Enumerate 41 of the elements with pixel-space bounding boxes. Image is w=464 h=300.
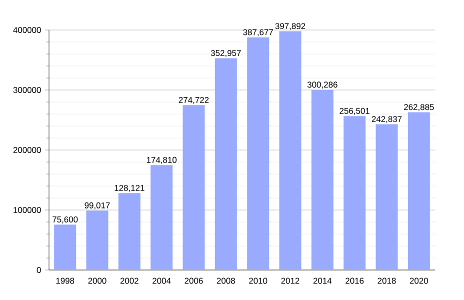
x-tick-label: 1998	[56, 278, 74, 284]
x-tick-label: 2002	[120, 278, 138, 284]
y-tick-label: 0	[36, 267, 41, 273]
bar	[182, 105, 205, 270]
x-tick-label: 2020	[410, 278, 428, 284]
bar	[54, 224, 76, 270]
y-tick-label: 100000	[14, 207, 41, 213]
bar	[86, 210, 108, 270]
data-label: 397,892	[275, 23, 306, 30]
y-tick-label: 200000	[13, 147, 41, 153]
data-label: 75,600	[52, 216, 78, 224]
bar	[214, 58, 237, 270]
data-label: 352,957	[210, 50, 241, 58]
y-tick-label: 400000	[13, 27, 41, 33]
bar	[118, 193, 140, 270]
bar	[344, 116, 366, 270]
x-tick-label: 2012	[281, 278, 300, 284]
x-tick-label: 2004	[152, 278, 171, 284]
bar	[408, 112, 430, 270]
y-tick-label: 300000	[13, 87, 41, 93]
bar	[247, 37, 270, 270]
data-label: 300,286	[307, 82, 338, 89]
data-label: 262,885	[404, 104, 434, 112]
data-label: 99,017	[84, 202, 110, 210]
x-tick-label: 2018	[378, 278, 396, 284]
data-label: 256,501	[340, 108, 370, 115]
x-tick-label: 2000	[88, 278, 106, 284]
data-label: 128,121	[114, 184, 144, 192]
bar	[311, 90, 334, 270]
x-tick-label: 2006	[184, 278, 203, 284]
x-tick-label: 2008	[216, 278, 235, 284]
data-label: 387,677	[243, 29, 273, 36]
data-label: 242,837	[372, 116, 402, 124]
x-tick-label: 2016	[346, 278, 364, 284]
bar	[376, 124, 398, 270]
bar	[279, 31, 302, 270]
x-tick-label: 2010	[249, 278, 268, 284]
x-tick-label: 2014	[313, 278, 332, 284]
data-label: 174,810	[146, 156, 177, 164]
bar	[150, 165, 173, 270]
data-label: 274,722	[178, 96, 209, 104]
